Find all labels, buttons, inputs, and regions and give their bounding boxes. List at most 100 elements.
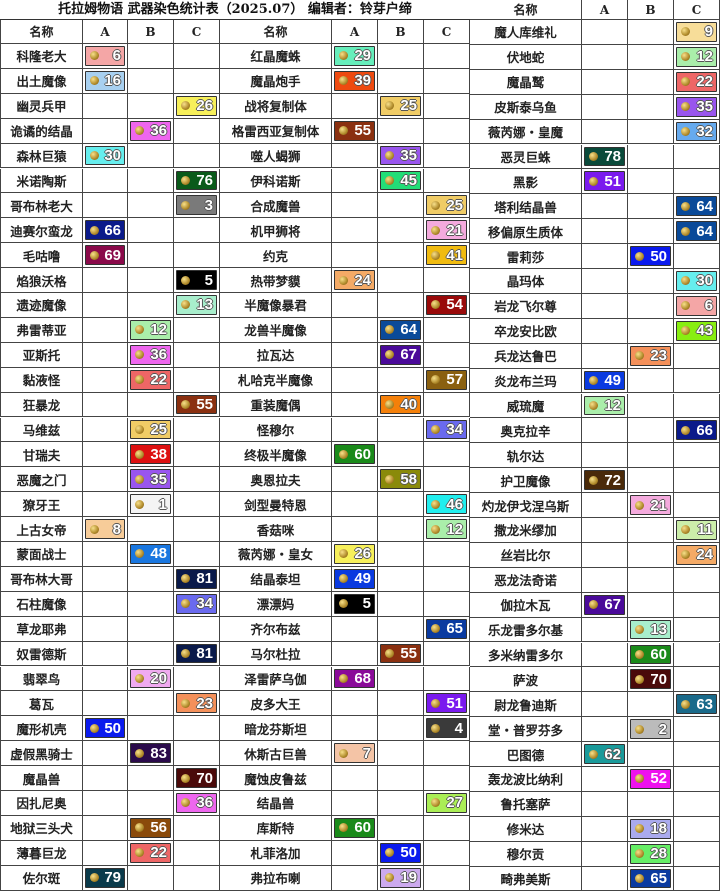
monster-name: 合成魔兽 [220,193,332,219]
dye-swatch: 12 [130,319,171,340]
dye-swatch: 12 [426,519,467,539]
dye-swatch: 18 [630,818,671,839]
dye-cell-c [424,118,470,144]
dye-number: 49 [604,372,621,390]
monster-name: 伽拉木瓦 [470,592,582,618]
dye-cell-b: 40 [378,392,424,418]
dye-swatch: 5 [334,593,375,614]
dye-swatch: 81 [176,568,217,589]
dye-number: 30 [696,272,713,290]
dye-cell-a: 7 [332,741,378,767]
dye-cell-c: 32 [674,119,720,145]
dye-cell-b [628,169,674,195]
dye-cell-c: 64 [674,194,720,220]
dye-cell-a [332,517,378,542]
dye-swatch: 24 [676,544,717,565]
monster-name: 札哈克半魔像 [220,367,332,393]
dye-cell-a [83,417,128,443]
monster-name: 虚假黑骑士 [0,741,83,767]
dye-orb-icon [135,474,144,484]
dye-cell-b: 28 [628,841,674,867]
monster-name: 薇芮娜・皇魔 [470,119,582,145]
dye-cell-c: 27 [424,791,470,816]
dye-orb-icon [635,774,644,784]
dye-cell-a [83,815,128,841]
dye-orb-icon [135,350,144,360]
dye-cell-c [424,317,470,343]
dye-cell-b [378,666,424,692]
column-header-a: A [582,0,628,20]
monster-name: 结晶兽 [220,791,332,816]
dye-orb-icon [385,325,394,335]
dye-cell-a: 72 [582,468,628,494]
dye-orb-icon [635,824,644,834]
dye-cell-b [128,218,174,244]
dye-number: 39 [354,72,371,90]
monster-name: 毛咕噜 [0,243,83,269]
dye-cell-a [332,492,378,518]
dye-number: 65 [650,870,667,888]
dye-cell-c: 34 [174,591,220,617]
dye-cell-a: 55 [332,118,378,144]
dye-cell-c [424,168,470,194]
monster-name: 齐尔布兹 [220,616,332,642]
dye-swatch: 20 [130,668,171,689]
dye-orb-icon [339,76,348,86]
dye-number: 69 [104,246,121,264]
monster-name: 薄暮巨龙 [0,840,83,866]
dye-cell-a [83,666,128,692]
dye-cell-a: 50 [83,716,128,742]
monster-name: 怪穆尔 [220,417,332,443]
dye-swatch: 22 [130,842,171,863]
dye-orb-icon [385,848,394,858]
column-header-b: B [378,20,424,44]
dye-cell-c [174,492,220,518]
dye-orb-icon [339,574,348,584]
dye-swatch: 23 [630,345,671,366]
dye-orb-icon [635,874,644,884]
dye-swatch: 50 [630,246,671,266]
dye-number: 72 [604,471,621,489]
dye-cell-a [582,119,628,145]
dye-cell-b [628,542,674,568]
dye-swatch: 72 [584,470,625,491]
monster-name: 乐龙雷多尔基 [470,617,582,643]
dye-cell-c [674,493,720,518]
dye-number: 81 [196,570,213,588]
dye-number: 28 [650,845,667,863]
dye-cell-b [378,218,424,244]
dye-orb-icon [135,748,144,758]
dye-cell-a [83,392,128,418]
monster-name: 蒙面战士 [0,542,83,567]
dye-cell-b [128,716,174,742]
dye-cell-a [582,44,628,70]
dye-number: 2 [658,720,667,738]
monster-name: 哥布林大哥 [0,566,83,592]
dye-orb-icon [90,76,99,86]
dye-swatch: 1 [130,494,171,515]
dye-cell-b [128,268,174,293]
dye-swatch: 26 [334,544,375,564]
dye-cell-a [582,717,628,743]
column-header-c: C [174,20,220,44]
monster-name: 岩龙飞尔尊 [470,293,582,319]
dye-orb-icon [135,449,144,459]
monster-name: 修米达 [470,816,582,842]
dye-cell-b [378,517,424,542]
dye-cell-a [332,691,378,717]
dye-cell-a [83,791,128,816]
dye-cell-c [674,791,720,817]
dye-number: 29 [354,47,371,65]
dye-orb-icon [90,225,99,235]
dye-swatch: 50 [380,842,421,863]
dye-cell-c [424,840,470,866]
dye-number: 5 [204,271,213,289]
dye-cell-c [674,866,720,891]
monster-name: 泽雷萨乌伽 [220,666,332,692]
dye-cell-b [128,143,174,169]
dye-cell-c [174,143,220,169]
dye-cell-b [128,591,174,617]
dye-swatch: 36 [130,344,171,365]
dye-cell-c [424,268,470,293]
dye-cell-c: 30 [674,269,720,294]
